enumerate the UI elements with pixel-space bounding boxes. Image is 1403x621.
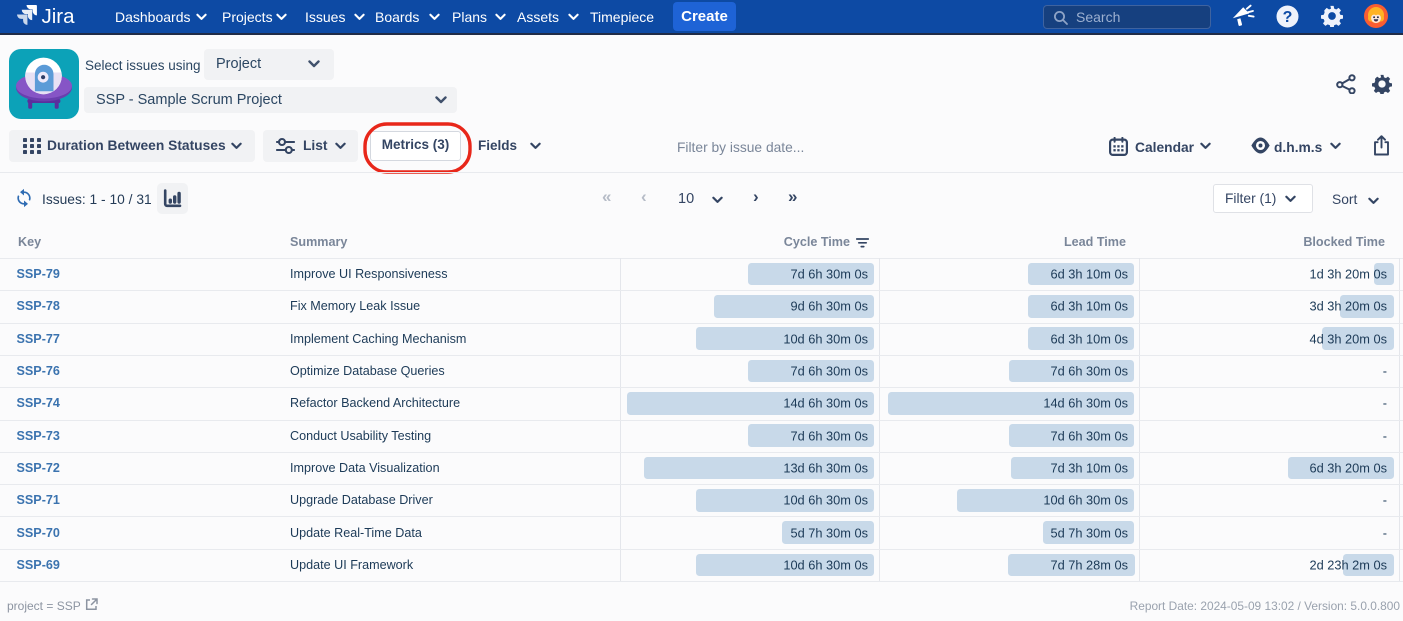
svg-text:?: ? <box>1283 9 1293 26</box>
svg-text:Jira: Jira <box>42 5 76 28</box>
